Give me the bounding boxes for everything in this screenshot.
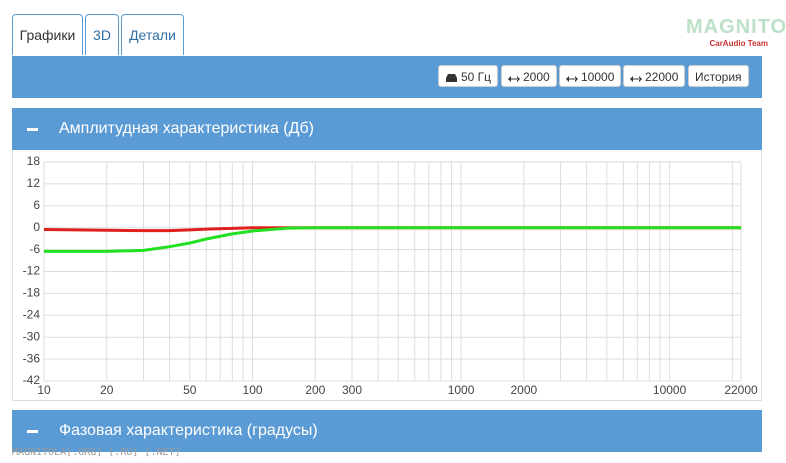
panel-title: Амплитудная характеристика (Дб): [59, 120, 314, 137]
button[interactable]: 50 Гц: [438, 65, 499, 87]
x-tick-label: 50: [183, 383, 197, 397]
panel-title: Фазовая характеристика (градусы): [59, 422, 318, 439]
x-tick-label: 300: [342, 383, 362, 397]
y-tick-label: 18: [27, 154, 41, 168]
button-label: История: [695, 70, 742, 84]
panel-header[interactable]: Фазовая характеристика (градусы): [12, 410, 762, 452]
y-tick-label: -42: [23, 373, 41, 387]
watermark: MAGNITOLA[.ORG] [.RU] [.NET]: [12, 447, 181, 458]
arrow-icon: [566, 76, 578, 82]
x-tick-label: 2000: [510, 383, 537, 397]
x-tick-label: 22000: [724, 383, 758, 397]
tab[interactable]: Детали: [121, 14, 184, 55]
button-label: 10000: [581, 70, 615, 84]
button-label: 22000: [645, 70, 679, 84]
arrow-icon: [508, 76, 520, 82]
x-tick-label: 200: [305, 383, 325, 397]
logo-subtitle: CarAudio Team: [709, 39, 768, 48]
button[interactable]: 10000: [559, 65, 622, 87]
panel-header[interactable]: Амплитудная характеристика (Дб): [12, 108, 762, 150]
x-tick-label: 10000: [653, 383, 687, 397]
line: [44, 226, 741, 253]
y-tick-label: 0: [33, 220, 40, 234]
x-tick-label: 10: [37, 383, 51, 397]
x-tick-label: 20: [100, 383, 114, 397]
x-tick-label: 100: [243, 383, 263, 397]
toolbar: 50 Гц 2000 10000 22000 История: [12, 56, 762, 98]
y-tick-label: -36: [23, 351, 41, 365]
y-tick-label: 6: [33, 198, 40, 212]
tab[interactable]: Графики: [12, 14, 83, 55]
logo: MAGNITOLA CarAudio Team: [686, 16, 786, 48]
y-tick-label: -24: [23, 307, 41, 321]
logo-title: MAGNITOLA: [686, 16, 786, 38]
y-tick-label: 12: [27, 176, 41, 190]
y-tick-label: -30: [23, 329, 41, 343]
tab[interactable]: 3D: [85, 14, 119, 55]
button-label: 50 Гц: [461, 70, 492, 84]
collapse-icon: [27, 128, 38, 131]
y-tick-label: -6: [29, 242, 40, 256]
button[interactable]: 22000: [623, 65, 686, 87]
y-tick-label: -12: [23, 264, 41, 278]
arrow-icon: [630, 76, 642, 82]
button[interactable]: История: [688, 65, 749, 87]
y-tick-label: -18: [23, 286, 41, 300]
x-tick-label: 1000: [448, 383, 475, 397]
button[interactable]: 2000: [501, 65, 557, 87]
button-label: 2000: [523, 70, 550, 84]
panel-body: [12, 150, 762, 401]
car-icon: [446, 74, 457, 82]
collapse-icon: [27, 430, 38, 433]
